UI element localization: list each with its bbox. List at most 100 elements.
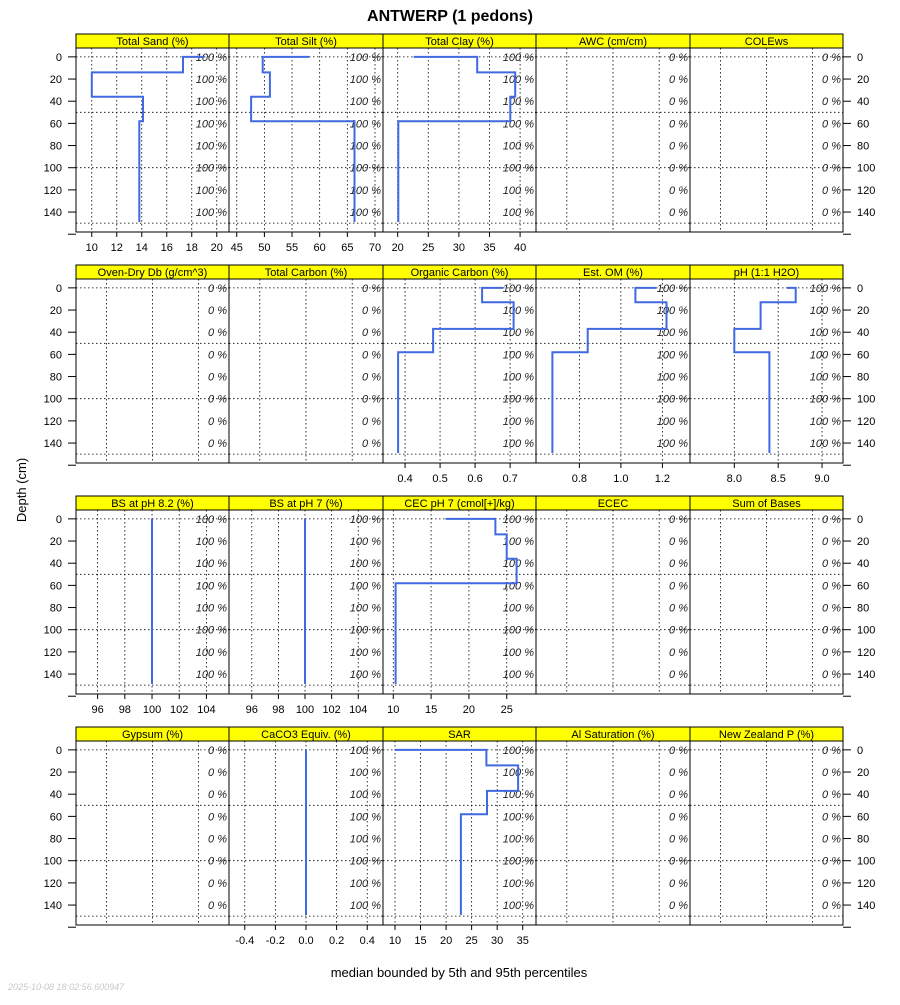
coverage-label: 0 % xyxy=(208,438,227,450)
panel-title: CEC pH 7 (cmol[+]/kg) xyxy=(404,498,514,510)
coverage-label: 100 % xyxy=(503,52,534,64)
coverage-label: 100 % xyxy=(503,811,534,823)
coverage-label: 0 % xyxy=(362,283,381,295)
coverage-label: 100 % xyxy=(503,745,534,757)
coverage-label: 100 % xyxy=(503,207,534,219)
coverage-label: 100 % xyxy=(350,185,381,197)
panel: CEC pH 7 (cmol[+]/kg) 100 % 100 % 100 % 100 … xyxy=(382,495,537,716)
coverage-label: 0 % xyxy=(208,878,227,890)
y-tick-label: 20 xyxy=(50,536,62,548)
x-tick-label: 20 xyxy=(440,935,452,947)
y-tick-label: 80 xyxy=(857,834,869,846)
x-tick-label: 65 xyxy=(341,242,353,254)
coverage-label: 0 % xyxy=(822,163,841,175)
panel-frame xyxy=(689,278,844,464)
x-tick-label: 60 xyxy=(314,242,326,254)
coverage-label: 0 % xyxy=(669,163,688,175)
coverage-label: 100 % xyxy=(503,603,534,615)
coverage-label: 100 % xyxy=(350,514,381,526)
coverage-label: 100 % xyxy=(503,141,534,153)
coverage-label: 0 % xyxy=(669,789,688,801)
y-tick-label: 0 xyxy=(857,514,863,526)
panel: COLEws 0 % 0 % 0 % 0 % 0 % 0 % 0 % 0 % 0 20 40 60 80 1… xyxy=(689,33,875,235)
coverage-label: 100 % xyxy=(196,96,227,108)
coverage-label: 0 % xyxy=(822,96,841,108)
median-profile-line xyxy=(397,286,515,453)
x-tick-label: 0.2 xyxy=(329,935,344,947)
median-profile-line xyxy=(551,286,668,453)
coverage-label: 0 % xyxy=(362,327,381,339)
coverage-label: 0 % xyxy=(362,438,381,450)
y-tick-label: 120 xyxy=(857,647,875,659)
coverage-label: 100 % xyxy=(503,96,534,108)
x-tick-label: 96 xyxy=(91,704,103,716)
coverage-label: 100 % xyxy=(196,669,227,681)
x-tick-label: 18 xyxy=(186,242,198,254)
x-tick-label: 20 xyxy=(392,242,404,254)
y-tick-label: 0 xyxy=(56,514,62,526)
coverage-label: 0 % xyxy=(669,603,688,615)
y-tick-label: 120 xyxy=(44,878,62,890)
panel: ECEC 0 % 0 % 0 % 0 % 0 % 0 % 0 % 0 % xyxy=(535,495,691,695)
y-tick-label: 60 xyxy=(50,349,62,361)
coverage-label: 100 % xyxy=(350,811,381,823)
y-tick-label: 120 xyxy=(44,416,62,428)
coverage-label: 0 % xyxy=(669,514,688,526)
y-tick-label: 140 xyxy=(857,669,875,681)
panel-title: Oven-Dry Db (g/cm^3) xyxy=(98,267,208,279)
y-tick-label: 40 xyxy=(50,327,62,339)
panel: pH (1:1 H2O) 100 % 100 % 100 % 100 % 100 % 100… xyxy=(689,264,875,485)
coverage-label: 0 % xyxy=(208,372,227,384)
coverage-label: 0 % xyxy=(822,834,841,846)
x-tick-label: -0.2 xyxy=(266,935,285,947)
coverage-label: 100 % xyxy=(196,141,227,153)
coverage-label: 100 % xyxy=(503,580,534,592)
coverage-label: 0 % xyxy=(669,74,688,86)
y-tick-label: 100 xyxy=(44,163,62,175)
x-tick-label: 30 xyxy=(453,242,465,254)
coverage-label: 100 % xyxy=(196,580,227,592)
panel-title: Total Silt (%) xyxy=(275,36,337,48)
coverage-label: 100 % xyxy=(350,163,381,175)
coverage-label: 100 % xyxy=(657,372,688,384)
x-tick-label: 8.5 xyxy=(771,473,786,485)
coverage-label: 100 % xyxy=(196,558,227,570)
y-tick-label: 100 xyxy=(44,625,62,637)
coverage-label: 100 % xyxy=(503,625,534,637)
coverage-label: 100 % xyxy=(657,416,688,428)
y-tick-label: 0 xyxy=(857,745,863,757)
coverage-label: 100 % xyxy=(350,603,381,615)
panel: Organic Carbon (%) 100 % 100 % 100 % 100 % 10… xyxy=(382,264,537,485)
coverage-label: 0 % xyxy=(669,900,688,912)
coverage-label: 100 % xyxy=(196,625,227,637)
y-tick-label: 60 xyxy=(857,118,869,130)
y-tick-label: 120 xyxy=(857,416,875,428)
panel-frame xyxy=(689,509,844,695)
coverage-label: 100 % xyxy=(810,305,841,317)
coverage-label: 0 % xyxy=(822,536,841,548)
coverage-label: 0 % xyxy=(822,74,841,86)
coverage-label: 0 % xyxy=(822,141,841,153)
panel-title: pH (1:1 H2O) xyxy=(734,267,799,279)
y-tick-label: 100 xyxy=(857,163,875,175)
coverage-label: 100 % xyxy=(503,416,534,428)
y-tick-label: 0 xyxy=(857,52,863,64)
coverage-label: 100 % xyxy=(503,514,534,526)
x-tick-label: 20 xyxy=(211,242,223,254)
coverage-label: 100 % xyxy=(503,185,534,197)
panel: BS at pH 8.2 (%)100 %100 %100 %100 %100 … xyxy=(44,495,230,716)
coverage-label: 100 % xyxy=(503,789,534,801)
coverage-label: 0 % xyxy=(208,834,227,846)
y-tick-label: 40 xyxy=(857,558,869,570)
x-tick-label: 45 xyxy=(231,242,243,254)
coverage-label: 0 % xyxy=(669,834,688,846)
coverage-label: 0 % xyxy=(822,767,841,779)
x-tick-label: 25 xyxy=(422,242,434,254)
y-tick-label: 80 xyxy=(857,141,869,153)
coverage-label: 100 % xyxy=(196,185,227,197)
coverage-label: 100 % xyxy=(350,878,381,890)
x-tick-label: 70 xyxy=(369,242,381,254)
coverage-label: 100 % xyxy=(503,647,534,659)
coverage-label: 100 % xyxy=(196,536,227,548)
timestamp: 2025-10-08 18:02:56.600947 xyxy=(7,982,125,992)
